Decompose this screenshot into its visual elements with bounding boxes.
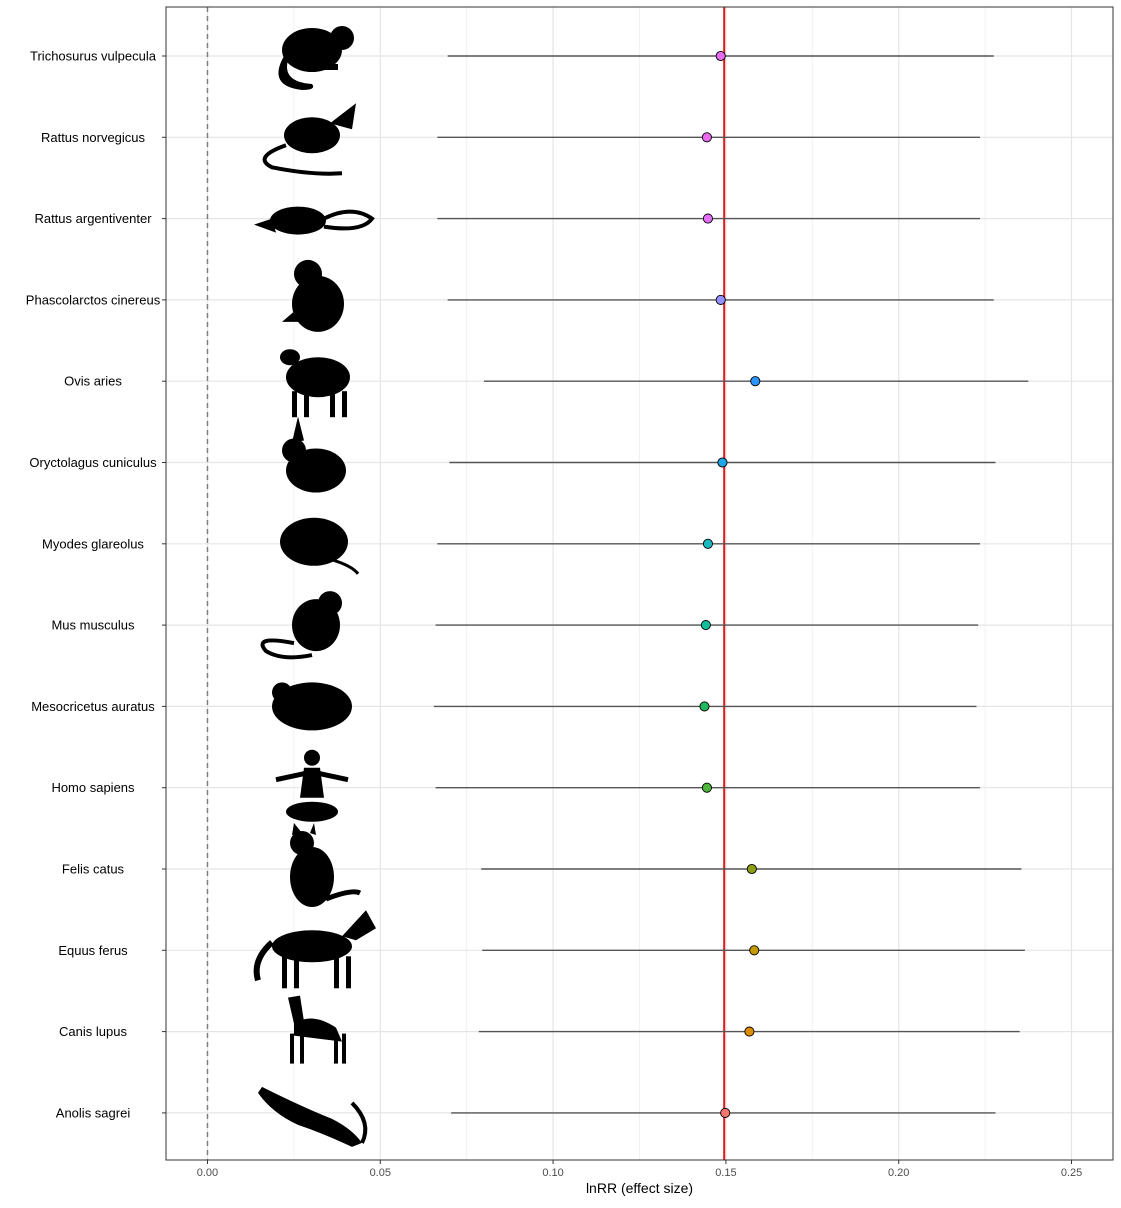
hamster-silhouette-icon: [272, 682, 352, 731]
category-label: Felis catus: [62, 862, 125, 877]
rat-silhouette-icon: [262, 103, 356, 176]
category-label: Rattus norvegicus: [41, 130, 146, 145]
effect-point: [749, 945, 760, 956]
category-label: Rattus argentiventer: [34, 211, 152, 226]
ricefield-rat-silhouette-icon: [254, 206, 375, 235]
category-label: Anolis sagrei: [56, 1105, 131, 1120]
dog-silhouette-icon: [288, 995, 346, 1064]
category-label: Canis lupus: [59, 1024, 127, 1039]
effect-point: [701, 782, 712, 793]
x-tick-label: 0.15: [715, 1167, 736, 1179]
silhouette-icons: [253, 26, 376, 1147]
category-label: Equus ferus: [58, 943, 128, 958]
x-tick-label: 0.10: [542, 1167, 563, 1179]
horse-silhouette-icon: [253, 910, 376, 989]
effect-point: [720, 1107, 731, 1118]
lizard-silhouette-icon: [258, 1086, 368, 1147]
panel-border: [165, 6, 1114, 1161]
effect-point: [744, 1026, 755, 1037]
reference-lines: [206, 7, 726, 1160]
category-label: Ovis aries: [64, 374, 122, 389]
category-label: Trichosurus vulpecula: [30, 49, 157, 64]
effect-point: [715, 50, 726, 62]
cat-silhouette-icon: [290, 823, 362, 907]
effect-points: [699, 50, 761, 1118]
mouse-silhouette-icon: [260, 591, 342, 660]
effect-point: [702, 538, 713, 549]
grid-layer: [166, 7, 1113, 1160]
category-label: Phascolarctos cinereus: [26, 292, 161, 307]
effect-point: [701, 132, 712, 143]
x-tick-label: 0.25: [1061, 1167, 1082, 1179]
koala-silhouette-icon: [282, 259, 344, 332]
x-tick-label: 0.00: [197, 1167, 218, 1179]
category-label: Mus musculus: [51, 618, 135, 633]
vole-silhouette-icon: [280, 517, 360, 575]
category-label: Oryctolagus cuniculus: [29, 455, 157, 470]
effect-point: [715, 294, 726, 305]
human-silhouette-icon: [275, 749, 349, 822]
x-axis: 0.00 0.05 0.10 0.15 0.20 0.25: [197, 1160, 1082, 1179]
category-label: Mesocricetus auratus: [31, 699, 155, 714]
effect-point: [717, 457, 728, 468]
y-axis-labels: Trichosurus vulpecula Rattus norvegicus Ra…: [26, 49, 166, 1120]
possum-silhouette-icon: [278, 26, 354, 90]
x-axis-title: lnRR (effect size): [586, 1180, 693, 1196]
effect-point: [699, 701, 710, 712]
effect-point: [700, 620, 711, 631]
category-label: Myodes glareolus: [42, 536, 144, 551]
effect-point: [750, 376, 761, 387]
rabbit-silhouette-icon: [282, 416, 346, 493]
x-tick-label: 0.05: [370, 1167, 391, 1179]
effect-point: [746, 863, 757, 875]
x-tick-label: 0.20: [888, 1167, 909, 1179]
sheep-silhouette-icon: [280, 349, 350, 418]
category-label: Homo sapiens: [51, 780, 135, 795]
effect-point: [702, 213, 713, 224]
